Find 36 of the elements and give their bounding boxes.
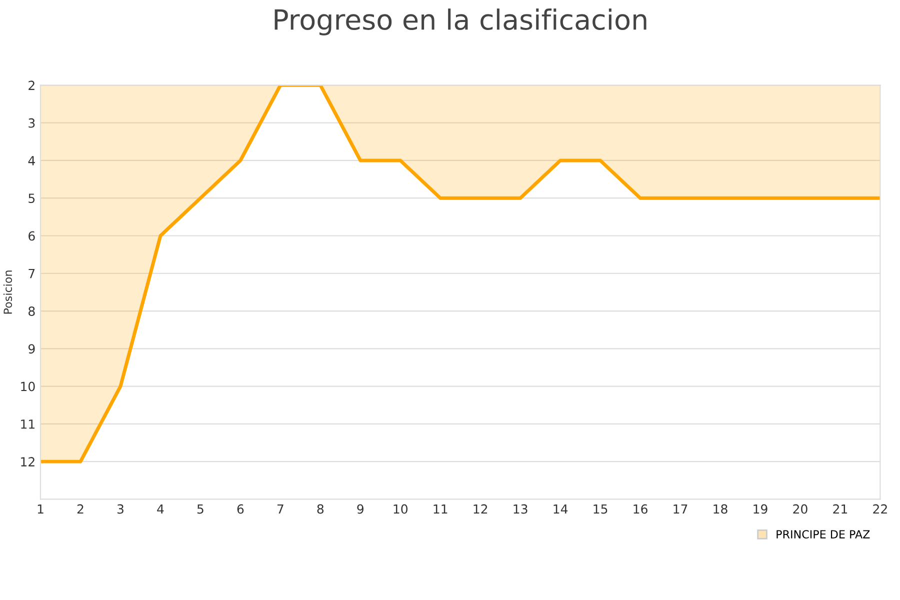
y-tick-label: 10 (21, 382, 35, 392)
x-tick-label: 9 (357, 504, 364, 514)
x-tick-label: 19 (754, 504, 768, 514)
y-tick-label: 2 (28, 80, 34, 90)
x-tick-label: 21 (833, 504, 848, 514)
x-tick-label: 2 (77, 504, 84, 514)
y-axis-title: Posicion (3, 270, 12, 314)
x-tick-label: 20 (793, 504, 808, 514)
x-tick-label: 17 (674, 504, 688, 514)
x-tick-label: 3 (117, 504, 124, 514)
x-tick-label: 8 (317, 504, 324, 514)
legend-label: PRINCIPE DE PAZ (776, 530, 870, 538)
x-tick-label: 16 (634, 504, 648, 514)
x-tick-label: 14 (554, 504, 568, 514)
y-tick-label: 11 (21, 420, 34, 429)
x-tick-label: 1 (38, 504, 44, 514)
x-tick-label: 18 (714, 504, 728, 514)
y-tick-label: 3 (28, 118, 35, 128)
chart-title: Progreso en la clasificacion (274, 8, 646, 36)
y-tick-label: 4 (28, 156, 35, 166)
x-tick-label: 15 (594, 504, 608, 514)
y-tick-label: 7 (28, 269, 35, 278)
x-tick-label: 4 (157, 504, 164, 514)
x-tick-label: 22 (873, 504, 887, 514)
y-tick-label: 6 (28, 231, 35, 241)
y-tick-label: 9 (28, 344, 35, 354)
y-tick-label: 12 (21, 457, 34, 466)
y-tick-label: 8 (28, 306, 35, 316)
x-tick-label: 6 (237, 504, 244, 514)
x-tick-label: 5 (197, 504, 204, 514)
x-tick-label: 12 (474, 504, 488, 514)
y-tick-label: 5 (28, 194, 35, 204)
x-tick-label: 10 (394, 504, 408, 514)
x-tick-label: 11 (434, 504, 448, 514)
x-tick-label: 13 (514, 504, 528, 514)
x-tick-label: 7 (277, 504, 284, 514)
